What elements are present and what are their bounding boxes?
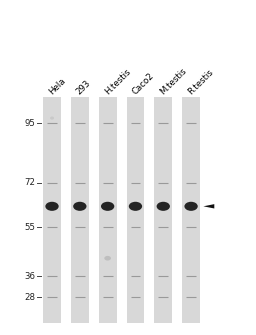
Ellipse shape — [45, 202, 59, 211]
Ellipse shape — [184, 202, 198, 211]
Text: Hela: Hela — [47, 76, 67, 96]
Ellipse shape — [101, 202, 114, 211]
Text: 28: 28 — [24, 293, 35, 302]
Polygon shape — [204, 204, 214, 208]
Bar — [126, 97, 144, 323]
Bar — [71, 97, 89, 323]
Bar — [182, 97, 200, 323]
Text: 36: 36 — [24, 272, 35, 281]
Text: R.testis: R.testis — [186, 67, 215, 96]
Text: 293: 293 — [75, 78, 93, 96]
Text: Caco2: Caco2 — [131, 71, 156, 96]
Text: H.testis: H.testis — [103, 67, 132, 96]
Bar — [99, 97, 116, 323]
Ellipse shape — [157, 202, 170, 211]
Ellipse shape — [50, 117, 54, 120]
Ellipse shape — [129, 202, 142, 211]
Ellipse shape — [73, 202, 87, 211]
Ellipse shape — [104, 256, 111, 261]
Text: 72: 72 — [24, 179, 35, 188]
Text: 55: 55 — [24, 222, 35, 231]
Text: M.testis: M.testis — [158, 66, 188, 96]
Bar — [43, 97, 61, 323]
Text: 95: 95 — [25, 119, 35, 128]
Bar — [154, 97, 172, 323]
